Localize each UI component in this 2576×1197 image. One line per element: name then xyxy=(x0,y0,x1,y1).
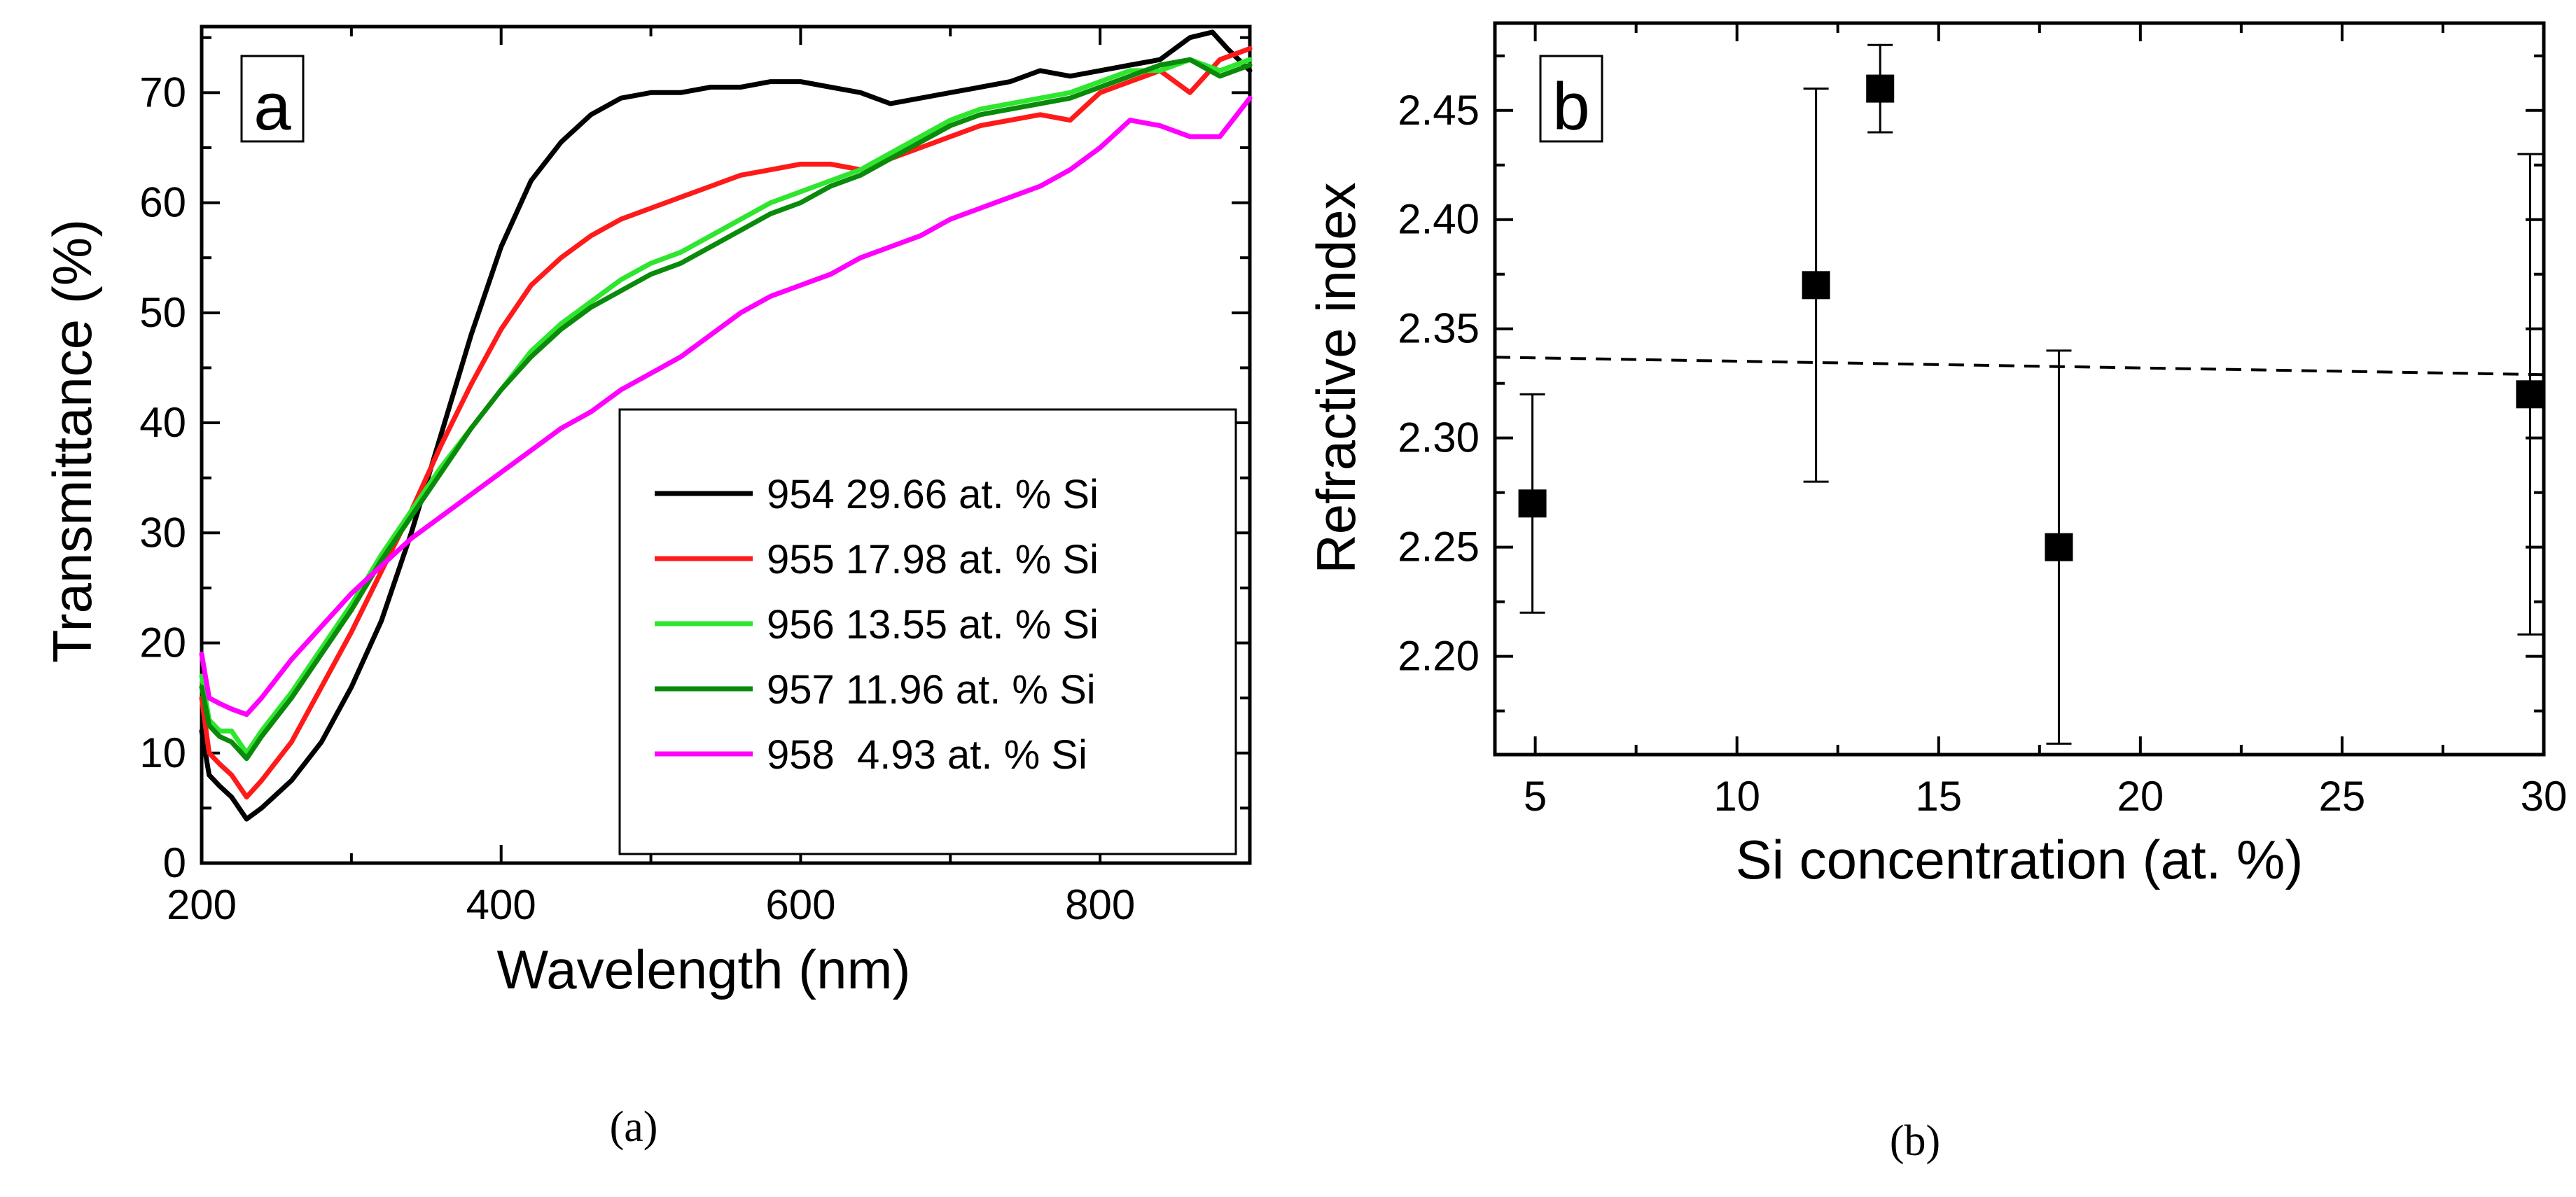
panel-a-x-tick-label: 600 xyxy=(765,881,835,928)
series-line-1 xyxy=(199,29,1253,822)
panel-a-x-tick-label: 400 xyxy=(466,881,536,928)
panel-a-label-box: a xyxy=(240,55,305,144)
panel-a-x-tick-label: 200 xyxy=(167,881,237,928)
panel-b-x-tick-label: 15 xyxy=(1915,773,1962,820)
panel-a-series-lines xyxy=(199,29,1253,822)
panel-b-y-tick-label: 2.45 xyxy=(1398,87,1480,134)
data-point-4 xyxy=(2045,533,2073,561)
panel-a-y-tick-label: 70 xyxy=(139,69,186,115)
panel-b-y-tick-label: 2.40 xyxy=(1398,196,1480,243)
panel-b-error-bars xyxy=(1519,43,2543,745)
panel-b-y-axis-title: Refractive index xyxy=(1305,182,1367,573)
data-point-1 xyxy=(1518,489,1547,518)
panel-b-plot-frame xyxy=(1493,21,2546,757)
panel-a-label: a xyxy=(253,69,291,144)
panel-b-x-tick-label: 30 xyxy=(2521,773,2568,820)
panel-a-y-tick-label: 50 xyxy=(139,289,186,336)
panel-b-y-tick-label: 2.25 xyxy=(1398,524,1480,570)
panel-a-y-tick-label: 40 xyxy=(139,399,186,446)
panel-b-x-tick-label: 20 xyxy=(2117,773,2164,820)
panel-a-y-tick-label: 20 xyxy=(139,620,186,666)
legend-box xyxy=(618,408,1237,855)
panel-b-x-tick-label: 10 xyxy=(1713,773,1760,820)
panel-b-y-tick-label: 2.35 xyxy=(1398,305,1480,352)
panel-b-trend-line xyxy=(1494,356,2544,377)
panel-a-chart: 200 400 600 800 0 10 20 30 40 50 60 70 a 954 29.66 … xyxy=(41,24,1253,1151)
panel-a-plot-frame xyxy=(200,24,1252,865)
series-line-4 xyxy=(199,57,1253,762)
series-line-3 xyxy=(199,57,1253,756)
legend-label-3: 956 13.55 at. % Si xyxy=(767,602,1099,648)
panel-a-y-tick-label: 60 xyxy=(139,179,186,226)
panel-b-x-tick-label: 25 xyxy=(2319,773,2366,820)
legend-label-4: 957 11.96 at. % Si xyxy=(767,667,1096,713)
series-line-5 xyxy=(199,95,1253,718)
panel-b-y-tick-label: 2.20 xyxy=(1398,633,1480,680)
legend-label-2: 955 17.98 at. % Si xyxy=(767,537,1099,582)
panel-b-caption: (b) xyxy=(1890,1117,1940,1165)
panel-b-chart: 5 10 15 20 25 30 2.20 2.25 2.30 2.35 2.40 2.45 b Si… xyxy=(1305,21,2567,1165)
legend-label-5: 958 4.93 at. % Si xyxy=(767,732,1087,778)
panel-a-y-tick-label: 0 xyxy=(163,839,186,886)
panel-b-y-tick-label: 2.30 xyxy=(1398,414,1480,461)
panel-a-legend: 954 29.66 at. % Si 955 17.98 at. % Si 956 … xyxy=(618,408,1237,855)
panel-b-x-tick-label: 5 xyxy=(1524,773,1547,820)
panel-b-data-points xyxy=(1518,74,2544,561)
panel-b-label: b xyxy=(1552,69,1589,144)
panel-a-y-tick-label: 30 xyxy=(139,509,186,556)
panel-a-x-axis-title: Wavelength (nm) xyxy=(497,939,911,1000)
panel-a-ticks: 200 400 600 800 0 10 20 30 40 50 60 70 xyxy=(139,27,1251,928)
data-point-3 xyxy=(1866,74,1895,103)
panel-a-x-tick-label: 800 xyxy=(1065,881,1135,928)
panel-b-label-box: b xyxy=(1539,55,1603,144)
panel-a-y-axis-title: Transmittance (%) xyxy=(41,219,103,663)
legend-label-1: 954 29.66 at. % Si xyxy=(767,472,1099,517)
data-point-2 xyxy=(1802,271,1830,300)
trend-line xyxy=(1494,356,2544,377)
panel-a-caption: (a) xyxy=(610,1103,658,1151)
panel-b-ticks: 5 10 15 20 25 30 2.20 2.25 2.30 2.35 2.40 2.45 xyxy=(1398,23,2567,820)
panel-a-y-tick-label: 10 xyxy=(139,729,186,776)
data-point-5 xyxy=(2516,380,2544,409)
series-line-2 xyxy=(199,46,1253,800)
panel-b-x-axis-title: Si concentration (at. %) xyxy=(1736,829,2304,890)
